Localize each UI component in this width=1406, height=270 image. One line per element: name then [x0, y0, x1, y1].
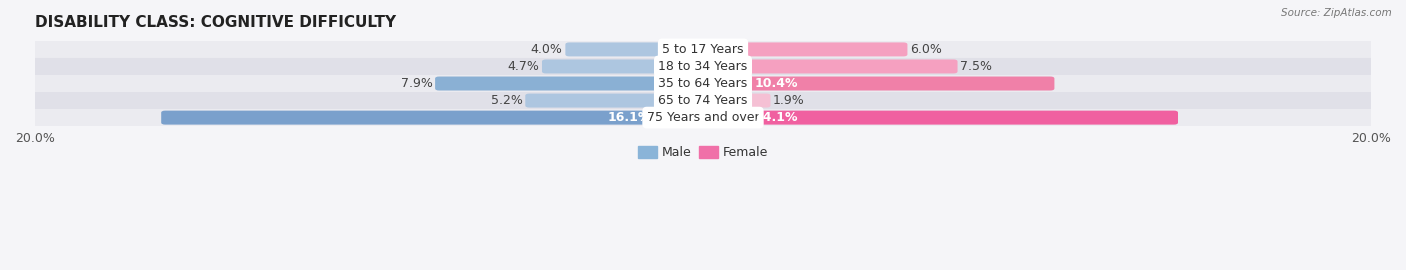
- Legend: Male, Female: Male, Female: [633, 141, 773, 164]
- Text: 5 to 17 Years: 5 to 17 Years: [662, 43, 744, 56]
- FancyBboxPatch shape: [434, 76, 665, 90]
- FancyBboxPatch shape: [541, 59, 665, 73]
- FancyBboxPatch shape: [35, 92, 1371, 109]
- FancyBboxPatch shape: [741, 42, 907, 56]
- FancyBboxPatch shape: [741, 111, 1178, 125]
- Text: 65 to 74 Years: 65 to 74 Years: [658, 94, 748, 107]
- FancyBboxPatch shape: [35, 109, 1371, 126]
- FancyBboxPatch shape: [526, 94, 665, 107]
- Text: 14.1%: 14.1%: [755, 111, 799, 124]
- Text: DISABILITY CLASS: COGNITIVE DIFFICULTY: DISABILITY CLASS: COGNITIVE DIFFICULTY: [35, 15, 396, 30]
- Text: 16.1%: 16.1%: [607, 111, 651, 124]
- Text: 18 to 34 Years: 18 to 34 Years: [658, 60, 748, 73]
- Text: 7.9%: 7.9%: [401, 77, 433, 90]
- Text: 6.0%: 6.0%: [910, 43, 942, 56]
- Text: 4.0%: 4.0%: [531, 43, 562, 56]
- FancyBboxPatch shape: [35, 58, 1371, 75]
- FancyBboxPatch shape: [35, 41, 1371, 58]
- FancyBboxPatch shape: [741, 76, 1054, 90]
- Text: 4.7%: 4.7%: [508, 60, 540, 73]
- Text: 35 to 64 Years: 35 to 64 Years: [658, 77, 748, 90]
- Text: 1.9%: 1.9%: [773, 94, 804, 107]
- Text: 75 Years and over: 75 Years and over: [647, 111, 759, 124]
- FancyBboxPatch shape: [741, 94, 770, 107]
- Text: Source: ZipAtlas.com: Source: ZipAtlas.com: [1281, 8, 1392, 18]
- FancyBboxPatch shape: [741, 59, 957, 73]
- Text: 10.4%: 10.4%: [755, 77, 799, 90]
- FancyBboxPatch shape: [565, 42, 665, 56]
- Text: 5.2%: 5.2%: [491, 94, 523, 107]
- FancyBboxPatch shape: [162, 111, 665, 125]
- Text: 7.5%: 7.5%: [960, 60, 993, 73]
- FancyBboxPatch shape: [35, 75, 1371, 92]
